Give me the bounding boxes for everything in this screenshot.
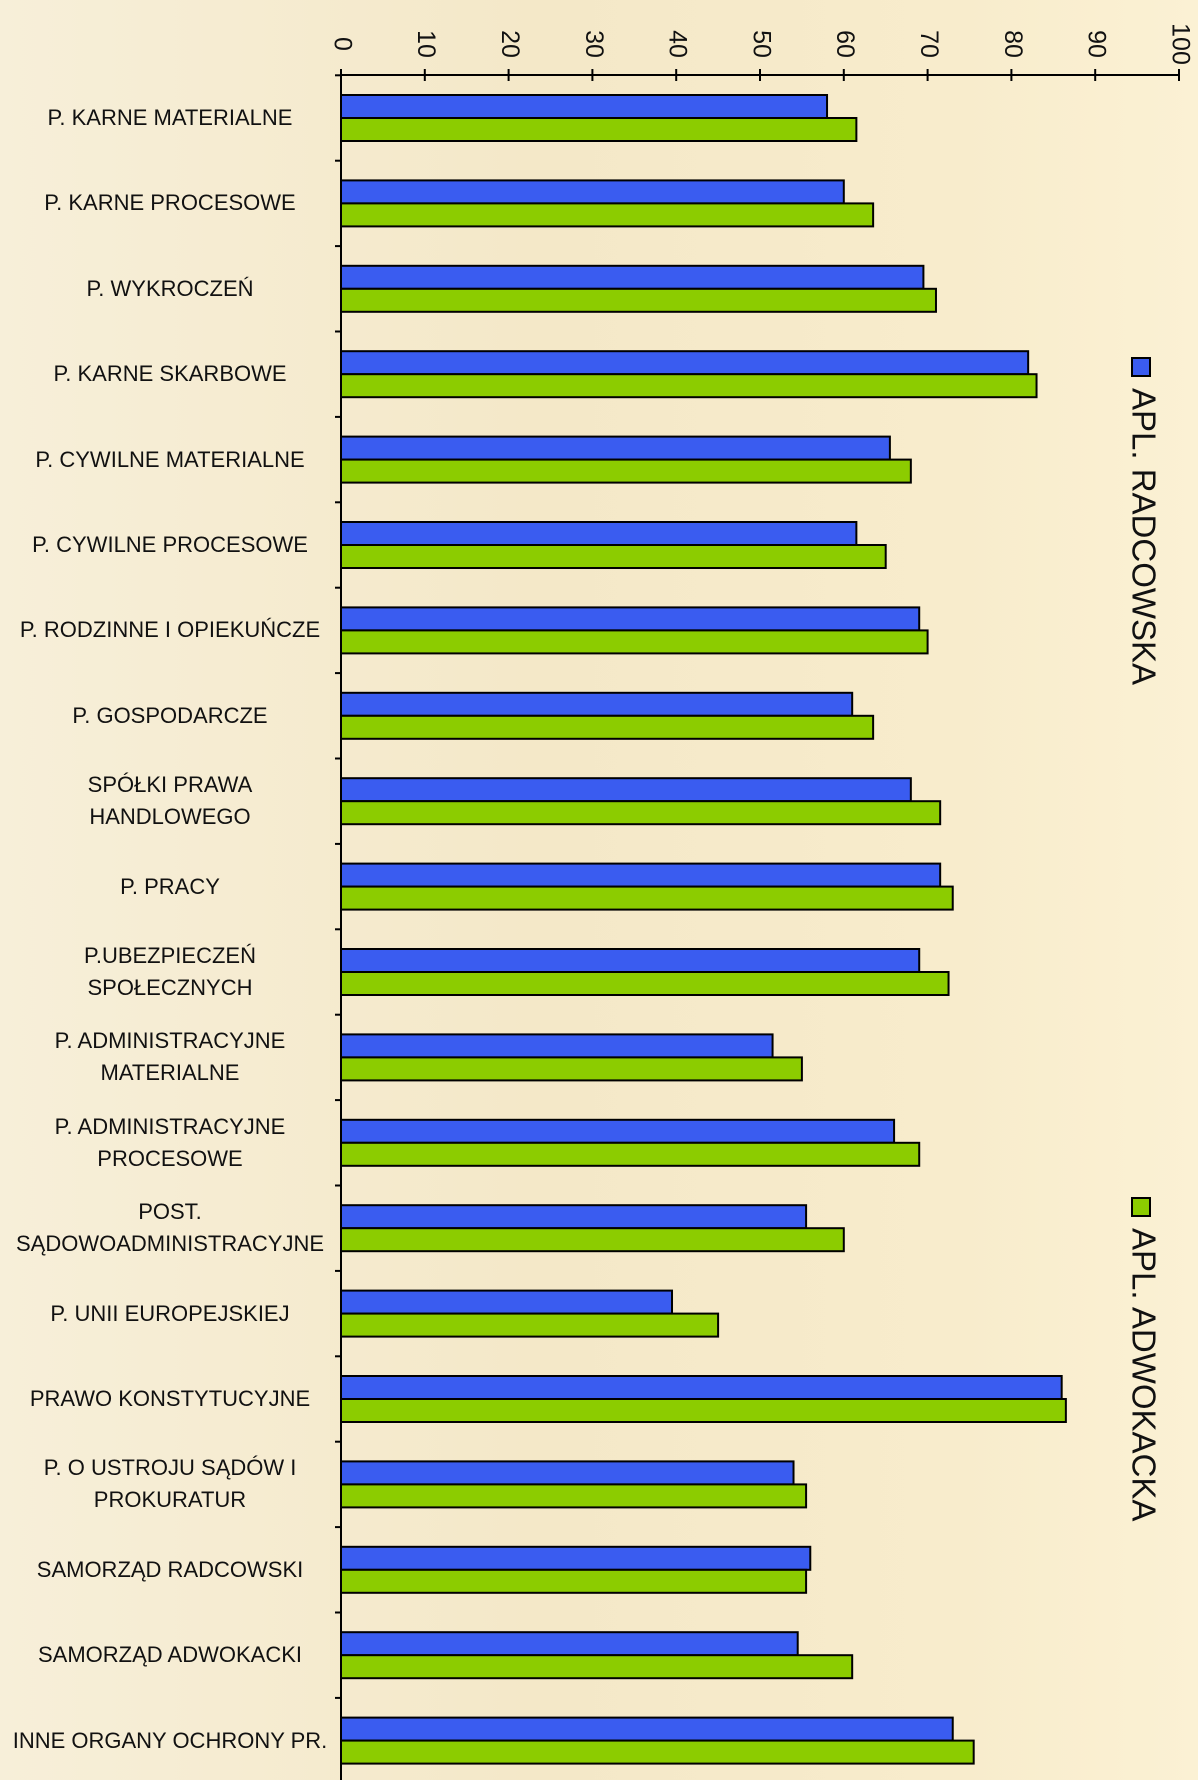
y-tick-label: P. CYWILNE PROCESOWE xyxy=(32,532,308,557)
bar xyxy=(340,94,829,119)
y-tick-label: POST. SĄDOWOADMINISTRACYJNE xyxy=(15,1199,325,1257)
bar xyxy=(340,1545,812,1571)
x-tick-label: 70 xyxy=(915,30,943,58)
y-tick-label: P. CYWILNE MATERIALNE xyxy=(35,446,305,472)
y-tick-label: P. GOSPODARCZE xyxy=(72,702,268,728)
x-tick-label: 100 xyxy=(1166,23,1194,65)
bar xyxy=(340,948,921,973)
y-tick-label: P. ADMINISTRACYJNE MATERIALNE xyxy=(54,1028,286,1086)
bar xyxy=(340,287,937,313)
bar xyxy=(340,1289,674,1315)
y-tick-label: P. KARNE SKARBOWE xyxy=(53,361,287,387)
bar xyxy=(340,777,912,803)
bar xyxy=(340,714,875,740)
bar xyxy=(340,1312,720,1338)
x-tick-label: 40 xyxy=(664,30,692,58)
bar xyxy=(340,1227,845,1253)
bar xyxy=(340,521,858,546)
x-tick-label: 20 xyxy=(496,30,524,58)
y-tick-label: P. UNII EUROPEJSKIEJ xyxy=(50,1300,290,1326)
x-tick-label: 0 xyxy=(328,37,356,51)
x-tick-label: 60 xyxy=(831,30,859,58)
y-tick-label: P. PRACY xyxy=(120,873,220,899)
y-tick-label: SPÓŁKI PRAWA HANDLOWEGO xyxy=(87,772,253,830)
y-tick-label: INNE ORGANY OCHRONY PR. xyxy=(12,1727,328,1753)
bar xyxy=(340,1141,921,1167)
bar xyxy=(340,202,875,228)
legend-swatch xyxy=(1131,357,1151,377)
bar xyxy=(340,1654,854,1680)
bar xyxy=(340,117,858,142)
legend-label: APL. ADWOKACKA xyxy=(1125,1228,1162,1521)
bar xyxy=(340,1056,803,1082)
x-tick-label: 90 xyxy=(1083,30,1111,58)
bar xyxy=(340,350,1030,376)
bar xyxy=(340,1568,808,1594)
bar xyxy=(340,1716,954,1742)
bar xyxy=(340,1118,896,1144)
bar xyxy=(340,544,887,569)
bar xyxy=(340,1460,795,1486)
bar xyxy=(340,800,942,826)
bar xyxy=(340,1204,808,1230)
bar xyxy=(340,179,845,205)
bar xyxy=(340,458,912,484)
y-tick-label: P. ADMINISTRACYJNE PROCESOWE xyxy=(54,1113,286,1171)
bar xyxy=(340,1033,774,1059)
bar xyxy=(340,691,854,717)
bar xyxy=(340,373,1038,399)
bar xyxy=(340,1483,808,1509)
x-tick-label: 10 xyxy=(412,30,440,58)
legend-label: APL. RADCOWSKA xyxy=(1125,388,1162,685)
bar xyxy=(340,1739,975,1765)
bar xyxy=(340,1398,1067,1423)
x-tick-label: 30 xyxy=(580,30,608,58)
bar xyxy=(340,264,925,290)
bar xyxy=(340,862,942,888)
y-tick-label: P.UBEZPIECZEŃ SPOŁECZNYCH xyxy=(84,943,256,1000)
y-tick-label: P. RODZINNE I OPIEKUŃCZE xyxy=(19,617,321,643)
bar xyxy=(340,971,950,996)
bar xyxy=(340,629,929,655)
y-tick-label: SAMORZĄD RADCOWSKI xyxy=(36,1556,304,1582)
y-tick-label: P. WYKROCZEŃ xyxy=(86,275,254,301)
x-tick-label: 80 xyxy=(999,30,1027,58)
legend-swatch xyxy=(1131,1197,1151,1217)
y-tick-label: P. KARNE PROCESOWE xyxy=(44,190,296,216)
bar xyxy=(340,885,954,911)
bar xyxy=(340,1631,799,1657)
y-tick-label: P. O USTROJU SĄDÓW I PROKURATUR xyxy=(43,1455,297,1513)
bar xyxy=(340,606,921,632)
bar xyxy=(340,435,891,461)
y-tick-label: PRAWO KONSTYTUCYJNE xyxy=(29,1386,311,1411)
bar xyxy=(340,1375,1063,1400)
y-tick-label: SAMORZĄD ADWOKACKI xyxy=(37,1642,303,1668)
x-tick-label: 50 xyxy=(747,30,775,58)
y-tick-label: P. KARNE MATERIALNE xyxy=(47,105,293,130)
